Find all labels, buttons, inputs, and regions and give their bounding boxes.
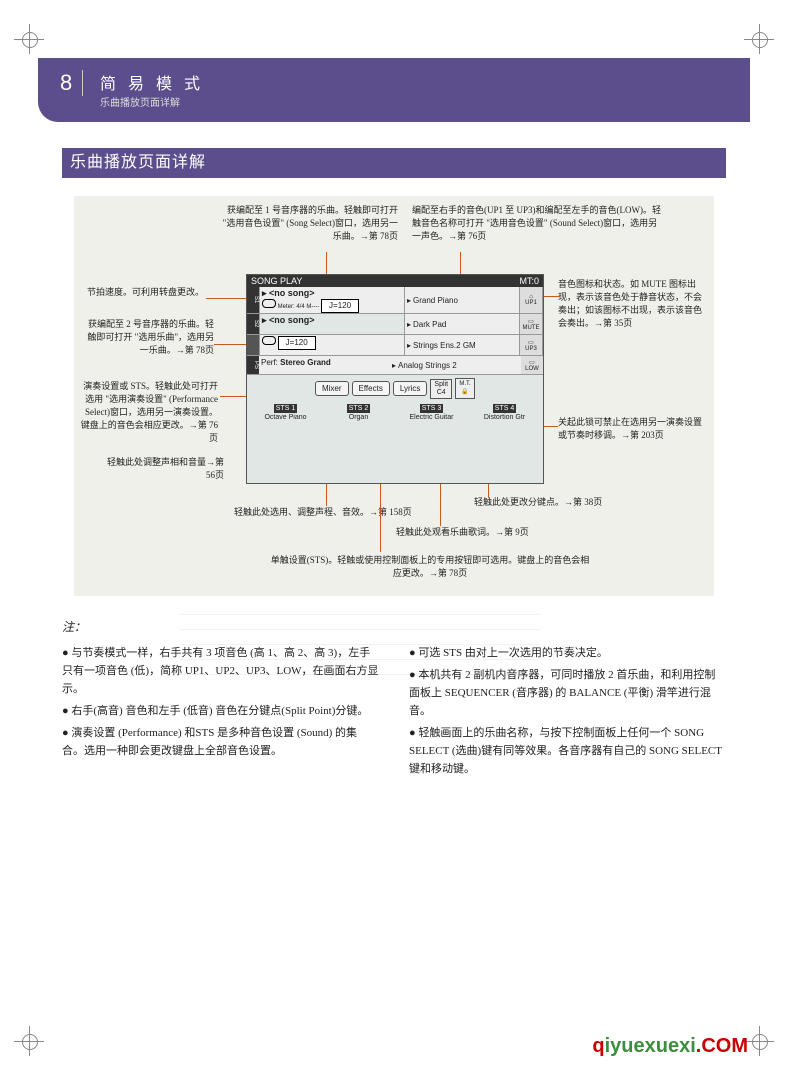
- up3-icon: ▭UP3: [520, 335, 543, 355]
- notes-title: 注：: [62, 618, 379, 636]
- crop-mark: [744, 24, 774, 54]
- sound-cell-2[interactable]: ▸Dark Pad: [405, 314, 520, 334]
- lcd-screen: SONG PLAY MT:0 S1 ▸ <no song> Meter: 4/4…: [246, 274, 544, 484]
- sound1-name: Grand Piano: [413, 296, 458, 305]
- page-subtitle: 乐曲播放页面详解: [100, 94, 180, 109]
- callout-split: 轻触此处更改分键点。→第 38页: [474, 496, 644, 509]
- callout-sounds: 编配至右手的音色(UP1 至 UP3)和编配至左手的音色(LOW)。轻触音色名称…: [412, 204, 662, 243]
- footer-q: q: [592, 1035, 604, 1057]
- lcd-row: S1 ▸ <no song> Meter: 4/4 M---- J=120 ▸G…: [247, 287, 543, 314]
- sts-row: STS 1Octave Piano STS 2Organ STS 3Electr…: [247, 402, 543, 424]
- notes-left-col: 注： ● 与节奏模式一样，右手共有 3 项音色 (高 1、高 2、高 3)，左手…: [62, 618, 379, 782]
- sts-4[interactable]: STS 4Distortion Gtr: [469, 404, 540, 422]
- footer-body: iyuexuexi: [605, 1035, 696, 1057]
- callout-volume: 轻触此处调整声相和音量→第 56页: [104, 456, 224, 482]
- song1-name: <no song>: [269, 288, 315, 298]
- arrow-line: [380, 476, 381, 552]
- lcd-row: S2 ▸ <no song> ▸Dark Pad ▭MUTE: [247, 314, 543, 335]
- mt-label: M.T.: [456, 380, 474, 388]
- perf-cell[interactable]: Perf: Stereo Grand: [259, 356, 390, 374]
- callout-lyrics: 轻触此处观看乐曲歌词。→第 9页: [396, 526, 596, 539]
- callout-mute: 音色图标和状态。如 MUTE 图标出现，表示该音色处于静音状态，不会奏出；如该图…: [558, 278, 708, 330]
- lcd-title-left: SONG PLAY: [251, 276, 302, 286]
- footer-watermark: qiyuexuexi.COM: [592, 1035, 748, 1058]
- note-item: ● 右手(高音) 音色和左手 (低音) 音色在分键点(Split Point)分…: [62, 702, 379, 720]
- sts-1[interactable]: STS 1Octave Piano: [250, 404, 321, 422]
- song2-cell-top[interactable]: ▸ <no song>: [260, 314, 405, 334]
- lcd-button-row: Mixer Effects Lyrics Split C4 M.T. 🔒: [247, 375, 543, 402]
- callout-song2: 获编配至 2 号音序器的乐曲。轻触即可打开 "选用乐曲"，选用另一乐曲。→第 7…: [84, 318, 214, 357]
- notes-section: 注： ● 与节奏模式一样，右手共有 3 项音色 (高 1、高 2、高 3)，左手…: [62, 618, 726, 782]
- mt-box[interactable]: M.T. 🔒: [455, 378, 475, 399]
- callout-tempo: 节拍速度。可利用转盘更改。: [84, 286, 204, 299]
- sound-cell-3[interactable]: ▸Strings Ens.2 GM: [405, 335, 520, 355]
- lcd-title-right: MT:0: [519, 276, 539, 286]
- callout-mixer: 轻触此处选用、调整声程、音效。→第 158页: [234, 506, 424, 519]
- side-tab-s2: S2: [247, 314, 260, 334]
- home-icon: ⌂UP1: [520, 287, 543, 313]
- sound3-name: Strings Ens.2 GM: [413, 341, 476, 350]
- note-item: ● 可选 STS 由对上一次选用的节奏决定。: [409, 644, 726, 662]
- mute-icon: ▭MUTE: [520, 314, 543, 334]
- note-item: ● 本机共有 2 副机内音序器，可同时播放 2 首乐曲，和利用控制面板上 SEQ…: [409, 666, 726, 720]
- song1-m: M----: [306, 304, 319, 310]
- song2-cell-bot[interactable]: J=120: [260, 335, 405, 355]
- split-label: Split: [434, 381, 448, 389]
- page-header: 8 简 易 模 式 乐曲播放页面详解: [38, 58, 750, 122]
- song1-meter: Meter: 4/4: [278, 304, 305, 310]
- sound-cell-1[interactable]: ▸Grand Piano: [405, 287, 520, 313]
- split-box[interactable]: Split C4: [430, 379, 452, 399]
- lcd-perf-row: PS Perf: Stereo Grand ▸Analog Strings 2 …: [247, 356, 543, 375]
- note-item: ● 演奏设置 (Performance) 和STS 是多种音色设置 (Sound…: [62, 724, 379, 760]
- split-value: C4: [434, 389, 448, 397]
- arrow-line: [542, 296, 560, 297]
- lyrics-button[interactable]: Lyrics: [393, 381, 428, 396]
- song1-cell[interactable]: ▸ <no song> Meter: 4/4 M---- J=120: [260, 287, 405, 313]
- callout-perf: 演奏设置或 STS。轻触此处可打开选用 "选用演奏设置" (Performanc…: [78, 380, 218, 445]
- effects-button[interactable]: Effects: [352, 381, 390, 396]
- tempo1[interactable]: J=120: [321, 299, 359, 313]
- low-icon: ▭LOW: [521, 356, 543, 374]
- lcd-row: J=120 ▸Strings Ens.2 GM ▭UP3: [247, 335, 543, 356]
- sound-cell-4[interactable]: ▸Analog Strings 2: [390, 356, 521, 374]
- mic-icon: [262, 336, 276, 345]
- sts-3[interactable]: STS 3Electric Guitar: [396, 404, 467, 422]
- song2-name: <no song>: [269, 315, 315, 325]
- page-number: 8: [60, 70, 83, 96]
- callout-mt: 关起此锁可禁止在选用另一演奏设置或节奏时移调。→第 203页: [558, 416, 708, 442]
- tempo2[interactable]: J=120: [278, 336, 316, 350]
- footer-com: .COM: [696, 1035, 748, 1057]
- callout-song1: 获编配至 1 号音序器的乐曲。轻触即可打开 "选用音色设置" (Song Sel…: [218, 204, 398, 243]
- notes-right-col: . ● 可选 STS 由对上一次选用的节奏决定。 ● 本机共有 2 副机内音序器…: [409, 618, 726, 782]
- callout-sts: 单触设置(STS)。轻触或使用控制面板上的专用按钮即可选用。键盘上的音色会相应更…: [270, 554, 590, 580]
- sound2-name: Dark Pad: [413, 320, 446, 329]
- note-item: ● 与节奏模式一样，右手共有 3 项音色 (高 1、高 2、高 3)，左手只有一…: [62, 644, 379, 698]
- section-title: 乐曲播放页面详解: [62, 148, 726, 178]
- crop-mark: [14, 24, 44, 54]
- side-tab: [247, 335, 260, 355]
- crop-mark: [14, 1026, 44, 1056]
- diagram-area: 获编配至 1 号音序器的乐曲。轻触即可打开 "选用音色设置" (Song Sel…: [74, 196, 714, 596]
- note-item: ● 轻触画面上的乐曲名称，与按下控制面板上任何一个 SONG SELECT (选…: [409, 724, 726, 778]
- lcd-titlebar: SONG PLAY MT:0: [247, 275, 543, 287]
- crop-mark: [744, 1026, 774, 1056]
- mixer-button[interactable]: Mixer: [315, 381, 349, 396]
- perf-label: Perf:: [261, 358, 278, 367]
- sound4-name: Analog Strings 2: [398, 361, 457, 370]
- side-tab-s1: S1: [247, 287, 260, 313]
- ps-tab: PS: [247, 356, 259, 374]
- sts-2[interactable]: STS 2Organ: [323, 404, 394, 422]
- page-title: 简 易 模 式: [100, 70, 204, 94]
- mic-icon: [262, 299, 276, 308]
- perf-value: Stereo Grand: [280, 358, 331, 367]
- lock-icon: 🔒: [456, 388, 474, 396]
